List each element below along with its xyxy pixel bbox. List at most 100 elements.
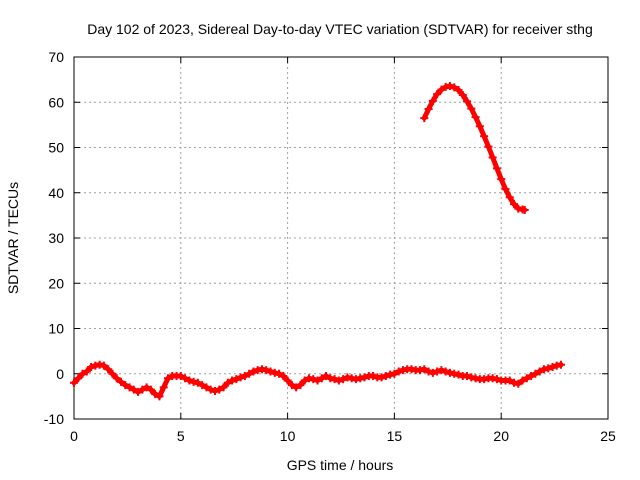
data-point <box>78 369 87 378</box>
data-point <box>219 383 228 392</box>
data-point <box>322 372 331 381</box>
data-point <box>210 386 219 395</box>
data-point <box>437 85 446 94</box>
data-point <box>535 367 544 376</box>
data-point <box>206 385 215 394</box>
y-tick-label: -10 <box>44 411 64 427</box>
data-point <box>334 376 343 385</box>
x-tick-label: 15 <box>387 428 403 444</box>
x-tick-label: 25 <box>600 428 616 444</box>
data-point <box>121 381 130 390</box>
data-point <box>82 367 91 376</box>
y-tick-label: 50 <box>48 140 64 156</box>
data-point <box>454 86 463 95</box>
data-point <box>249 367 258 376</box>
data-point <box>236 373 245 382</box>
x-tick-label: 20 <box>493 428 509 444</box>
y-tick-label: 0 <box>56 366 64 382</box>
data-point <box>505 376 514 385</box>
data-point <box>104 365 113 374</box>
data-point <box>450 83 459 92</box>
data-point <box>381 372 390 381</box>
gridlines <box>74 57 608 419</box>
data-point <box>215 385 224 394</box>
data-point <box>108 369 117 378</box>
data-point <box>463 97 472 106</box>
data-point <box>283 376 292 385</box>
data-point <box>266 367 275 376</box>
data-point <box>245 369 254 378</box>
data-point <box>497 175 506 184</box>
data-point <box>433 367 442 376</box>
data-point <box>467 104 476 113</box>
x-tick-label: 0 <box>70 428 78 444</box>
data-point <box>330 375 339 384</box>
data-point <box>159 383 168 392</box>
series-1 <box>420 81 529 214</box>
data-point <box>510 200 519 209</box>
y-tick-label: 10 <box>48 321 64 337</box>
data-point <box>433 90 442 99</box>
data-point <box>74 374 83 383</box>
data-point <box>463 372 472 381</box>
data-point <box>531 369 540 378</box>
data-point <box>300 376 309 385</box>
data-point <box>420 114 429 123</box>
data-point <box>484 142 493 151</box>
data-point <box>279 372 288 381</box>
data-point <box>544 364 553 373</box>
data-point <box>134 387 143 396</box>
data-point <box>116 377 125 386</box>
data-point <box>313 376 322 385</box>
data-point <box>138 385 147 394</box>
series-0 <box>70 360 566 401</box>
data-point <box>287 381 296 390</box>
data-point <box>339 375 348 384</box>
data-point <box>223 378 232 387</box>
data-point <box>112 374 121 383</box>
data-point <box>99 361 108 370</box>
data-point <box>394 367 403 376</box>
data-point <box>163 374 172 383</box>
x-axis-label: GPS time / hours <box>287 457 394 473</box>
data-point <box>475 122 484 131</box>
data-point <box>125 383 134 392</box>
y-tick-label: 70 <box>48 49 64 65</box>
data-point <box>548 362 557 371</box>
data-point <box>557 360 566 369</box>
data-point <box>309 375 318 384</box>
data-point <box>480 132 489 141</box>
data-point <box>198 381 207 390</box>
data-point <box>428 368 437 377</box>
data-point <box>458 91 467 100</box>
data-point <box>155 392 164 401</box>
y-tick-label: 20 <box>48 275 64 291</box>
data-point <box>262 366 271 375</box>
data-point <box>454 370 463 379</box>
data-point <box>471 113 480 122</box>
chart-title: Day 102 of 2023, Sidereal Day-to-day VTE… <box>87 21 593 37</box>
axis-ticks: 0 5 10 15 20 25 -10 0 10 20 30 40 50 60 70 <box>44 49 616 444</box>
data-point <box>420 365 429 374</box>
data-point <box>129 385 138 394</box>
data-point <box>70 378 78 387</box>
data-point <box>520 205 529 214</box>
data-point <box>527 372 536 381</box>
data-point <box>514 379 523 388</box>
data-point <box>492 375 501 384</box>
data-point <box>228 376 237 385</box>
data-point <box>193 378 202 387</box>
data-point <box>240 372 249 381</box>
data-point <box>424 105 433 114</box>
y-tick-label: 40 <box>48 185 64 201</box>
data-point <box>87 362 96 371</box>
data-point <box>142 383 151 392</box>
y-tick-label: 60 <box>48 94 64 110</box>
x-tick-label: 10 <box>280 428 296 444</box>
data-point <box>390 369 399 378</box>
data-point <box>488 153 497 162</box>
data-point <box>445 81 454 90</box>
data-point <box>424 367 433 376</box>
